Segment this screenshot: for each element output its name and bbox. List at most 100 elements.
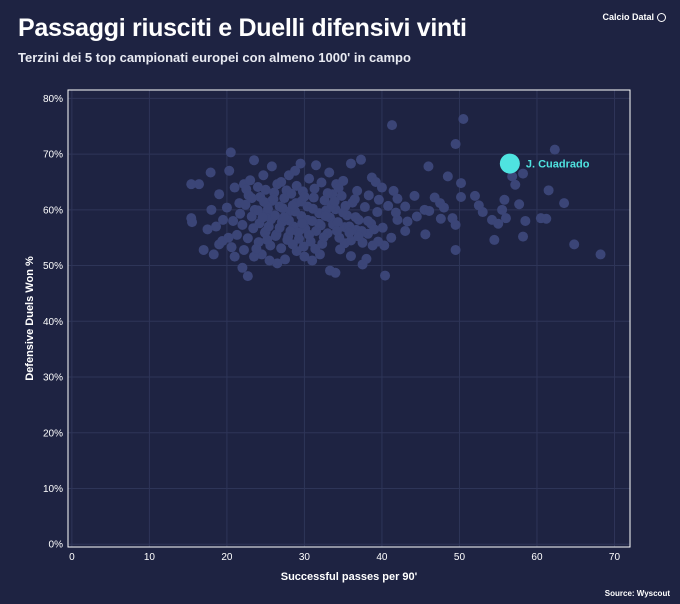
data-point: [229, 251, 240, 262]
data-point: [367, 240, 378, 251]
data-point: [345, 251, 356, 262]
y-tick-label: 70%: [43, 150, 63, 161]
data-point: [411, 211, 422, 222]
data-point: [450, 219, 461, 230]
data-point: [218, 214, 229, 225]
data-point: [297, 218, 308, 229]
data-point: [402, 216, 413, 227]
data-point: [266, 161, 277, 172]
data-point: [514, 199, 525, 210]
y-tick-label: 20%: [43, 428, 63, 439]
data-point: [310, 243, 321, 254]
highlight-label: J. Cuadrado: [526, 159, 590, 171]
data-point: [349, 194, 360, 205]
data-point: [295, 158, 306, 169]
data-point: [357, 259, 368, 270]
data-point: [316, 177, 327, 188]
data-point: [438, 202, 449, 213]
data-point: [309, 183, 320, 194]
data-point: [299, 191, 310, 202]
data-point: [251, 243, 262, 254]
data-point: [304, 173, 315, 184]
data-point: [377, 222, 388, 233]
x-axis-label: Successful passes per 90': [281, 571, 418, 583]
data-point: [543, 185, 554, 196]
data-point: [276, 243, 287, 254]
data-point: [231, 229, 242, 240]
data-point: [242, 271, 253, 282]
data-point: [392, 193, 403, 204]
data-point: [286, 188, 297, 199]
data-point: [387, 120, 398, 131]
data-point: [205, 167, 216, 178]
data-point: [518, 231, 529, 242]
x-tick-label: 40: [376, 552, 388, 563]
grid-lines: [68, 90, 630, 547]
source-note: Source: Wyscout: [604, 589, 670, 598]
data-point: [541, 213, 552, 224]
data-point: [252, 181, 263, 192]
data-point: [400, 226, 411, 237]
data-point: [198, 244, 209, 255]
y-tick-label: 80%: [43, 94, 63, 105]
data-point: [442, 171, 453, 182]
x-tick-label: 70: [609, 552, 621, 563]
data-point: [345, 235, 356, 246]
data-point: [338, 175, 349, 186]
data-point: [352, 185, 363, 196]
y-tick-label: 60%: [43, 205, 63, 216]
data-point: [206, 204, 217, 215]
data-point: [595, 249, 606, 260]
data-point: [280, 254, 291, 265]
data-point: [290, 165, 301, 176]
data-point: [318, 232, 329, 243]
data-point: [307, 215, 318, 226]
data-point: [277, 203, 288, 214]
data-point: [330, 267, 341, 278]
data-point: [274, 222, 285, 233]
data-point: [359, 202, 370, 213]
data-point: [237, 262, 248, 273]
data-point: [229, 182, 240, 193]
data-point: [285, 226, 296, 237]
data-point: [214, 189, 225, 200]
data-point: [304, 229, 315, 240]
chart-title: Passaggi riusciti e Duelli difensivi vin…: [18, 14, 467, 42]
x-tick-label: 20: [221, 552, 233, 563]
data-point: [272, 258, 283, 269]
x-tick-label: 10: [144, 552, 156, 563]
data-point: [380, 270, 391, 281]
data-point: [298, 241, 309, 252]
data-point: [518, 168, 529, 179]
data-point: [269, 210, 280, 221]
data-point: [333, 183, 344, 194]
data-point: [246, 193, 257, 204]
x-tick-label: 50: [454, 552, 466, 563]
x-tick-label: 60: [531, 552, 543, 563]
data-point: [435, 213, 446, 224]
data-point: [257, 212, 268, 223]
data-point: [350, 212, 361, 223]
data-point: [335, 244, 346, 255]
data-point: [383, 200, 394, 211]
data-point: [324, 167, 335, 178]
data-point: [202, 224, 213, 235]
highlight-point: [499, 153, 520, 174]
data-point: [242, 233, 253, 244]
data-point: [559, 198, 570, 209]
data-point: [268, 194, 279, 205]
data-point: [336, 190, 347, 201]
data-point: [450, 244, 461, 255]
data-point: [311, 160, 322, 171]
data-point: [362, 215, 373, 226]
chart-subtitle: Terzini dei 5 top campionati europei con…: [18, 50, 411, 65]
tick-labels: 0 10 20 30 40 50 60 70 0% 10% 20% 30% 40% 50% 60% 70% 80…: [43, 94, 621, 563]
data-point: [245, 175, 256, 186]
data-point: [308, 192, 319, 203]
data-point: [228, 215, 239, 226]
data-point: [497, 204, 508, 215]
data-point: [187, 217, 198, 228]
data-point: [329, 196, 340, 207]
data-point: [500, 213, 511, 224]
